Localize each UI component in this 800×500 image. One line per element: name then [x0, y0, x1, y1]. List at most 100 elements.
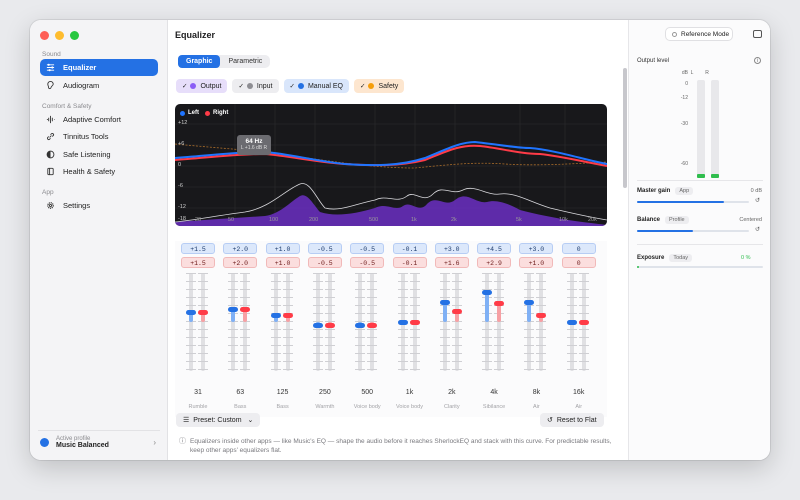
preset-dropdown[interactable]: ☰ Preset: Custom ⌄	[176, 413, 261, 427]
left-slider-track[interactable]	[524, 273, 535, 371]
eq-graph[interactable]: Left Right +12 +6 0 -6 -12 -18 20 50 100…	[175, 104, 607, 226]
gain-right-input[interactable]: -0.1	[392, 257, 427, 268]
left-slider-thumb[interactable]	[397, 320, 408, 326]
left-slider-thumb[interactable]	[439, 300, 450, 305]
left-slider-thumb[interactable]	[186, 309, 196, 315]
right-slider-thumb[interactable]	[367, 322, 378, 328]
filter-input[interactable]: ✓ Input	[232, 79, 279, 93]
left-slider-thumb[interactable]	[524, 300, 535, 305]
active-profile[interactable]: Active profile Music Balanced ›	[38, 430, 160, 454]
right-slider-track[interactable]	[367, 273, 378, 371]
left-slider-thumb[interactable]	[355, 322, 366, 328]
master-gain-slider[interactable]	[637, 201, 749, 203]
sidebar-toggle-icon[interactable]	[753, 30, 762, 38]
left-slider-track[interactable]	[439, 273, 450, 371]
gain-right-input[interactable]: -0.5	[307, 257, 342, 268]
gain-left-input[interactable]: -0.1	[392, 243, 427, 254]
sidebar-item-adaptive-comfort[interactable]: Adaptive Comfort	[40, 111, 158, 128]
right-slider-track[interactable]	[282, 273, 293, 371]
band-frequency: 4k	[490, 389, 498, 396]
gain-left-input[interactable]: +4.5	[477, 243, 512, 254]
gain-right-input[interactable]: +1.0	[519, 257, 554, 268]
right-slider-thumb[interactable]	[494, 300, 505, 306]
sidebar-item-settings[interactable]: Settings	[40, 197, 158, 214]
sidebar-item-label: Settings	[63, 201, 91, 210]
left-slider-track[interactable]	[270, 273, 281, 371]
reset-icon[interactable]: ↺	[755, 227, 761, 233]
right-slider-track[interactable]	[324, 273, 335, 371]
right-slider-track[interactable]	[240, 273, 251, 371]
gain-right-input[interactable]: +2.0	[223, 257, 258, 268]
left-slider-track[interactable]	[186, 273, 196, 371]
right-slider-thumb[interactable]	[324, 322, 335, 328]
right-slider-track[interactable]	[536, 273, 547, 371]
left-slider-thumb[interactable]	[270, 313, 281, 318]
info-icon[interactable]: i	[754, 57, 761, 64]
zoom-button[interactable]	[70, 31, 79, 40]
gain-left-input[interactable]: +1.0	[265, 243, 300, 254]
gain-right-input[interactable]: +1.0	[265, 257, 300, 268]
right-slider-thumb[interactable]	[240, 306, 251, 312]
reference-mode-button[interactable]: Reference Mode	[665, 27, 733, 41]
left-slider-thumb[interactable]	[482, 290, 493, 296]
left-slider-track[interactable]	[228, 273, 239, 371]
gain-left-input[interactable]: +2.0	[223, 243, 258, 254]
left-slider-track[interactable]	[397, 273, 408, 371]
legend-left[interactable]: Left	[180, 110, 199, 116]
filter-output[interactable]: ✓ Output	[176, 79, 228, 93]
sidebar-item-safe-listening[interactable]: Safe Listening	[40, 146, 158, 163]
slider-fill	[539, 315, 544, 322]
legend-right[interactable]: Right	[205, 110, 228, 116]
gain-left-input[interactable]: -0.5	[307, 243, 342, 254]
gain-left-input[interactable]: +3.0	[434, 243, 469, 254]
right-slider-thumb[interactable]	[536, 313, 547, 318]
left-slider-track[interactable]	[355, 273, 366, 371]
left-slider-thumb[interactable]	[312, 322, 323, 328]
gain-right-input[interactable]: +1.6	[434, 257, 469, 268]
left-slider-thumb[interactable]	[228, 306, 239, 312]
right-slider-track[interactable]	[494, 273, 505, 371]
filter-safety[interactable]: ✓ Safety	[353, 79, 405, 93]
y-tick: -12	[178, 204, 186, 210]
gain-left-input[interactable]: +3.0	[519, 243, 554, 254]
right-slider-track[interactable]	[409, 273, 420, 371]
book-icon	[47, 167, 54, 176]
gain-right-input[interactable]: +2.9	[477, 257, 512, 268]
right-slider-thumb[interactable]	[451, 309, 462, 315]
reset-to-flat-button[interactable]: ↺ Reset to Flat	[540, 413, 604, 427]
right-slider-thumb[interactable]	[198, 309, 208, 315]
close-button[interactable]	[40, 31, 49, 40]
left-slider-thumb[interactable]	[566, 319, 577, 325]
right-slider-thumb[interactable]	[282, 313, 293, 318]
tab-graphic[interactable]: Graphic	[178, 55, 221, 68]
gain-right-input[interactable]: 0	[561, 257, 596, 268]
right-slider-track[interactable]	[578, 273, 589, 371]
mode-segmented-control: Graphic Parametric	[178, 55, 271, 68]
gain-left-input[interactable]: 0	[561, 243, 596, 254]
right-slider-thumb[interactable]	[578, 319, 589, 325]
right-slider-track[interactable]	[451, 273, 462, 371]
gain-left-input[interactable]: -0.5	[350, 243, 385, 254]
filter-manual-eq[interactable]: ✓ Manual EQ	[283, 79, 349, 93]
tab-parametric[interactable]: Parametric	[228, 58, 263, 65]
gain-left-input[interactable]: +1.5	[181, 243, 215, 254]
minimize-button[interactable]	[55, 31, 64, 40]
sidebar-item-tinnitus-tools[interactable]: Tinnitus Tools	[40, 128, 158, 145]
gain-right-input[interactable]: +1.5	[181, 257, 215, 268]
balance-slider[interactable]	[637, 230, 749, 232]
left-slider-track[interactable]	[482, 273, 493, 371]
reference-mode-label: Reference Mode	[681, 30, 730, 38]
main-scrollbar[interactable]	[623, 68, 627, 188]
gain-right-input[interactable]: -0.5	[350, 257, 385, 268]
color-dot	[297, 83, 304, 89]
sidebar-item-equalizer[interactable]: Equalizer	[40, 59, 158, 76]
x-tick: 100	[269, 217, 279, 223]
left-slider-track[interactable]	[312, 273, 323, 371]
right-slider-track[interactable]	[198, 273, 208, 371]
sidebar-item-health-safety[interactable]: Health & Safety	[40, 163, 158, 180]
chevron-right-icon: ›	[153, 438, 156, 447]
sidebar-item-audiogram[interactable]: Audiogram	[40, 77, 158, 94]
left-slider-track[interactable]	[566, 273, 577, 371]
reset-icon[interactable]: ↺	[755, 198, 761, 204]
right-slider-thumb[interactable]	[409, 320, 420, 326]
